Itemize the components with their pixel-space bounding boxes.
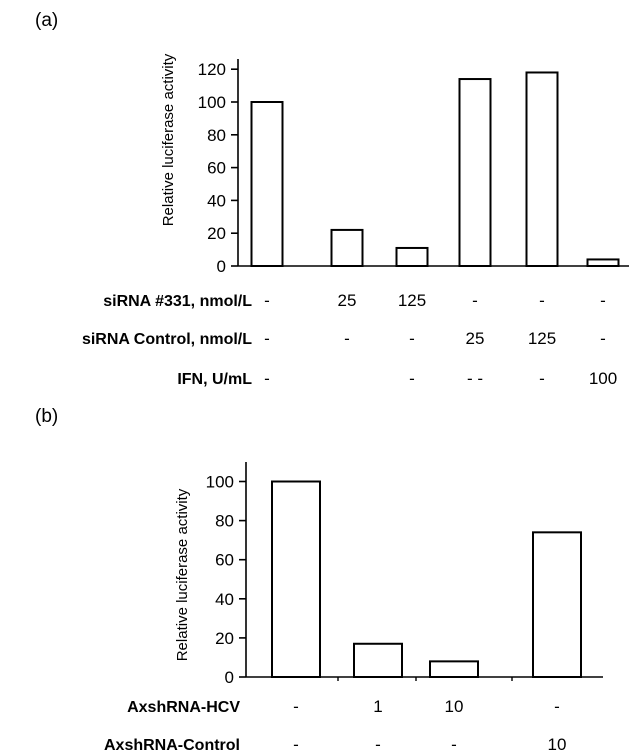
panel-b-bars bbox=[271, 480, 582, 681]
a-condition-cell: - bbox=[344, 329, 350, 348]
a-y-tick-label: 0 bbox=[217, 257, 226, 276]
a-y-tick-label: 80 bbox=[207, 126, 226, 145]
b-y-tick-label: 80 bbox=[215, 512, 234, 531]
a-condition-cell: 125 bbox=[528, 329, 556, 348]
a-condition-cell: - bbox=[600, 329, 606, 348]
b-condition-row-label: AxshRNA-Control bbox=[104, 737, 240, 754]
a-condition-row-label: siRNA #331, nmol/L bbox=[103, 293, 252, 310]
b-bar bbox=[532, 531, 582, 679]
b-bar bbox=[353, 642, 403, 679]
a-condition-cell: 25 bbox=[338, 291, 357, 310]
b-condition-cell: - bbox=[293, 697, 299, 716]
panel-a-y-axis-title: Relative luciferase activity bbox=[160, 53, 177, 226]
a-condition-cell: - bbox=[539, 291, 545, 310]
panel-b: (b) Relative luciferase activity 0 20 40 60… bbox=[35, 406, 603, 754]
a-condition-cell: - bbox=[264, 369, 270, 388]
a-bar bbox=[395, 246, 429, 268]
a-bar bbox=[586, 258, 620, 268]
a-condition-cell: - bbox=[264, 329, 270, 348]
panel-a: (a) Relative luciferase activity 0 20 40 60… bbox=[35, 10, 629, 388]
a-condition-cell: 125 bbox=[398, 291, 426, 310]
panel-b-label: (b) bbox=[35, 406, 58, 427]
a-bar bbox=[458, 78, 492, 268]
a-condition-cell: - bbox=[600, 291, 606, 310]
a-condition-cell: - bbox=[264, 291, 270, 310]
b-bar bbox=[271, 480, 321, 678]
a-y-tick-label: 120 bbox=[198, 60, 226, 79]
b-condition-cell: - bbox=[375, 735, 381, 754]
b-y-tick-label: 0 bbox=[225, 668, 234, 687]
a-condition-cell: - bbox=[472, 291, 478, 310]
panel-a-bars bbox=[250, 71, 620, 268]
a-condition-cell: - bbox=[409, 369, 415, 388]
panel-a-label: (a) bbox=[35, 10, 58, 31]
b-y-tick-label: 100 bbox=[206, 473, 234, 492]
a-condition-cell: - - bbox=[467, 369, 483, 388]
panel-b-condition-table: AxshRNA-HCV - 1 10 - AxshRNA-Control - - - 10 bbox=[104, 697, 566, 754]
b-condition-cell: - bbox=[451, 735, 457, 754]
panel-b-y-ticks: 0 20 40 60 80 100 bbox=[206, 473, 246, 687]
b-y-tick-label: 20 bbox=[215, 629, 234, 648]
panel-a-condition-table: siRNA #331, nmol/L -25 125- - -siRNA Control… bbox=[82, 291, 617, 388]
b-condition-cell: - bbox=[293, 735, 299, 754]
b-condition-row-label: AxshRNA-HCV bbox=[127, 699, 240, 716]
a-bar bbox=[330, 228, 364, 267]
b-y-tick-label: 40 bbox=[215, 590, 234, 609]
b-bar bbox=[429, 660, 479, 678]
a-y-tick-label: 40 bbox=[207, 191, 226, 210]
a-y-tick-label: 100 bbox=[198, 93, 226, 112]
a-condition-row-label: IFN, U/mL bbox=[177, 371, 252, 388]
a-condition-cell: 25 bbox=[466, 329, 485, 348]
panel-a-y-ticks: 0 20 40 60 80 100 120 bbox=[198, 60, 238, 276]
a-condition-cell: - bbox=[409, 329, 415, 348]
b-condition-cell: 10 bbox=[445, 697, 464, 716]
a-bar bbox=[250, 101, 284, 267]
a-condition-row-label: siRNA Control, nmol/L bbox=[82, 331, 252, 348]
a-condition-cell: - bbox=[539, 369, 545, 388]
panel-b-y-axis-title: Relative luciferase activity bbox=[174, 488, 191, 661]
a-bar bbox=[525, 71, 559, 268]
b-y-tick-label: 60 bbox=[215, 551, 234, 570]
b-condition-cell: 1 bbox=[373, 697, 382, 716]
b-condition-cell: 10 bbox=[548, 735, 567, 754]
a-condition-cell: 100 bbox=[589, 369, 617, 388]
a-y-tick-label: 60 bbox=[207, 159, 226, 178]
a-y-tick-label: 20 bbox=[207, 224, 226, 243]
b-condition-cell: - bbox=[554, 697, 560, 716]
